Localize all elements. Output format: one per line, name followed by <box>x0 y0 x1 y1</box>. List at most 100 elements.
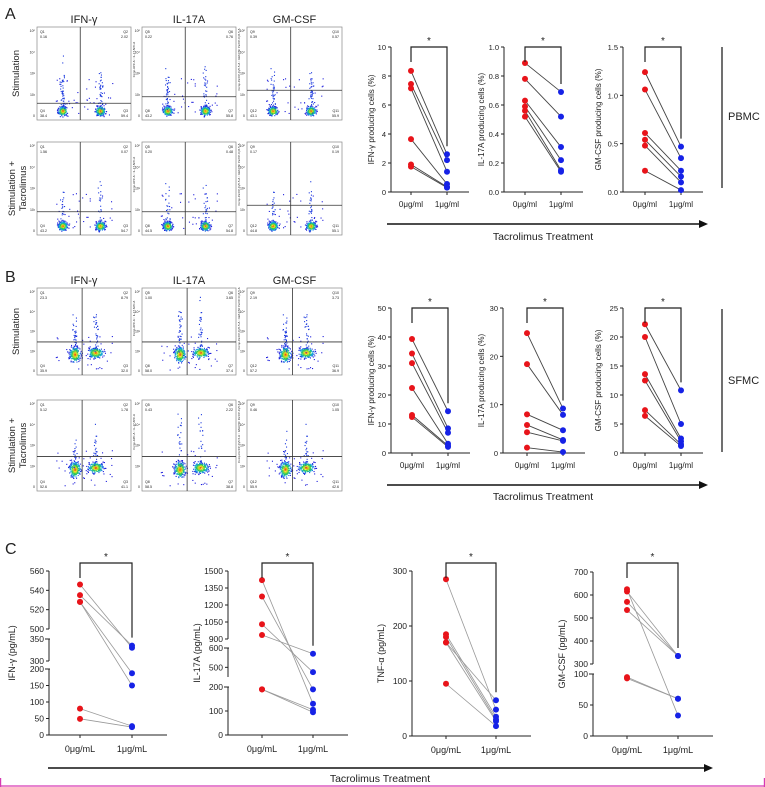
event-dot <box>166 113 168 115</box>
event-dot <box>63 110 65 112</box>
event-dot <box>312 82 314 84</box>
event-dot <box>71 353 73 355</box>
event-dot <box>201 109 203 111</box>
event-dot <box>314 111 316 113</box>
event-dot <box>286 317 288 319</box>
event-dot <box>100 224 102 226</box>
event-dot <box>273 211 275 213</box>
event-dot <box>307 325 309 327</box>
event-dot <box>206 90 208 92</box>
flow-channel-label: Comp-APC-A :: IL-17 APC-A <box>132 42 136 78</box>
event-dot <box>180 325 182 327</box>
event-dot <box>316 221 318 223</box>
event-dot <box>95 353 97 355</box>
event-dot <box>310 198 312 200</box>
event-dot <box>165 225 167 227</box>
event-dot <box>60 104 62 106</box>
flow-y-tick: 10² <box>30 208 36 212</box>
event-dot <box>75 330 77 332</box>
event-dot <box>162 227 164 229</box>
event-dot <box>178 352 180 354</box>
event-dot <box>180 318 182 320</box>
event-dot <box>192 353 194 355</box>
event-dot <box>266 337 268 339</box>
event-dot <box>307 224 309 226</box>
event-dot <box>179 320 181 322</box>
flow-row-label: Stimulation + <box>7 160 18 216</box>
event-dot <box>306 108 308 110</box>
event-dot <box>61 207 63 209</box>
event-dot <box>162 108 164 110</box>
event-dot <box>73 334 75 336</box>
event-dot <box>272 94 274 96</box>
event-dot <box>74 359 76 361</box>
event-dot <box>202 225 204 227</box>
event-dot <box>170 229 172 231</box>
event-dot <box>64 229 66 231</box>
event-dot <box>303 353 305 355</box>
event-dot <box>311 113 313 115</box>
event-dot <box>208 207 210 209</box>
event-dot <box>111 219 113 221</box>
event-dot <box>100 108 102 110</box>
event-dot <box>178 339 180 341</box>
event-dot <box>93 321 95 323</box>
event-dot <box>177 358 179 360</box>
event-dot <box>175 349 177 351</box>
event-dot <box>98 230 100 232</box>
event-dot <box>211 226 213 228</box>
event-dot <box>277 111 279 113</box>
event-dot <box>179 351 181 353</box>
event-dot <box>97 340 99 342</box>
event-dot <box>199 351 201 353</box>
event-dot <box>200 109 202 111</box>
event-dot <box>177 356 179 358</box>
event-dot <box>72 347 74 349</box>
event-dot <box>206 82 208 84</box>
event-dot <box>216 193 218 195</box>
event-dot <box>269 114 271 116</box>
event-dot <box>93 356 95 358</box>
event-dot <box>101 107 103 109</box>
event-dot <box>284 335 286 337</box>
event-dot <box>313 223 315 225</box>
event-dot <box>63 74 65 76</box>
event-dot <box>164 229 166 231</box>
flow-y-tick: 10² <box>240 349 246 353</box>
event-dot <box>203 106 205 108</box>
event-dot <box>162 359 164 361</box>
flow-y-tick: 0 <box>138 229 140 233</box>
event-dot <box>100 343 102 345</box>
event-dot <box>204 228 206 230</box>
event-dot <box>268 110 270 112</box>
event-dot <box>98 220 100 222</box>
event-dot <box>103 108 105 110</box>
event-dot <box>89 347 91 349</box>
event-dot <box>65 223 67 225</box>
event-dot <box>322 336 324 338</box>
event-dot <box>72 194 74 196</box>
flow-channel-label: Comp-APC-A :: IL-17 APC-A <box>132 157 136 193</box>
quadrant-percent: 37.4 <box>226 369 233 373</box>
event-dot <box>90 364 92 366</box>
event-dot <box>268 104 270 106</box>
event-dot <box>300 356 302 358</box>
event-dot <box>201 113 203 115</box>
event-dot <box>199 356 201 358</box>
event-dot <box>315 220 317 222</box>
event-dot <box>204 113 206 115</box>
event-dot <box>206 354 208 356</box>
event-dot <box>201 329 203 331</box>
event-dot <box>62 199 64 201</box>
event-dot <box>101 101 103 103</box>
event-dot <box>275 114 277 116</box>
event-dot <box>74 336 76 338</box>
event-dot <box>204 350 206 352</box>
event-dot <box>76 354 78 356</box>
event-dot <box>273 95 275 97</box>
event-dot <box>77 345 79 347</box>
event-dot <box>196 351 198 353</box>
event-dot <box>64 109 66 111</box>
event-dot <box>164 224 166 226</box>
